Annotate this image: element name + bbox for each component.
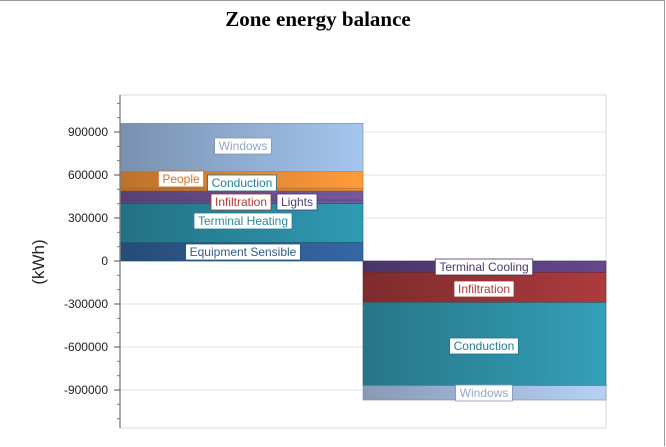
segment-label-text: Conduction <box>212 176 273 190</box>
segment-label-box <box>193 212 293 230</box>
segment-label-box <box>214 137 272 155</box>
segment-label-box <box>210 193 272 211</box>
segment-label-gains-windows: Windows <box>214 137 272 155</box>
segment-label-box <box>449 337 519 355</box>
segment-label-text: Conduction <box>454 339 515 353</box>
segment-label-box <box>157 170 205 188</box>
segment-label-gains-equipment-sensible: Equipment Sensible <box>185 243 301 261</box>
segment-labels-layer: Equipment Sensible Terminal Heating Lights… <box>157 137 534 402</box>
segment-label-text: Lights <box>281 195 313 209</box>
segment-label-box <box>207 174 277 192</box>
segment-label-losses-windows: Windows <box>455 384 513 402</box>
segment-label-box <box>434 258 534 276</box>
chart-title: Zone energy balance <box>225 7 411 31</box>
y-axis-label: (kWh) <box>29 239 48 284</box>
y-tick-label: -300000 <box>64 297 108 311</box>
segment-label-box <box>455 384 513 402</box>
segment-label-losses-infiltration: Infiltration <box>453 280 515 298</box>
segment-label-text: Windows <box>219 139 268 153</box>
segment-label-gains-infiltration: Infiltration <box>210 193 272 211</box>
segment-label-text: Infiltration <box>458 282 510 296</box>
segment-label-box <box>453 280 515 298</box>
segment-label-box <box>276 193 318 211</box>
segment-label-text: Equipment Sensible <box>190 245 297 259</box>
y-axis: 900000 600000 300000 0 -300000 -600000 -900000 <box>64 95 121 428</box>
y-tick-label: -600000 <box>64 340 108 354</box>
segment-label-gains-conduction: Conduction <box>207 174 277 192</box>
segment-label-text: Windows <box>460 386 509 400</box>
segment-label-box <box>185 243 301 261</box>
segment-label-gains-terminal-heating: Terminal Heating <box>193 212 293 230</box>
segment-label-losses-terminal-cooling: Terminal Cooling <box>434 258 534 276</box>
segment-label-text: People <box>162 172 200 186</box>
segment-label-text: Terminal Heating <box>198 214 288 228</box>
y-tick-label: -900000 <box>64 383 108 397</box>
segment-label-losses-conduction: Conduction <box>449 337 519 355</box>
y-tick-label: 600000 <box>68 168 108 182</box>
y-tick-label: 300000 <box>68 211 108 225</box>
segment-label-text: Infiltration <box>215 195 267 209</box>
segment-label-text: Terminal Cooling <box>439 260 528 274</box>
segment-label-gains-people: People <box>157 170 205 188</box>
y-tick-label: 900000 <box>68 125 108 139</box>
segment-label-gains-lights: Lights <box>276 193 318 211</box>
y-tick-label: 0 <box>101 254 108 268</box>
